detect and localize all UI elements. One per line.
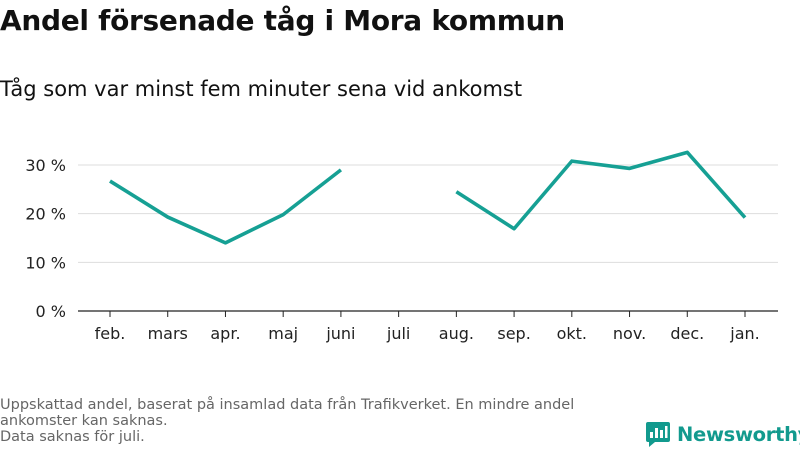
chart-subtitle: Tåg som var minst fem minuter sena vid a… xyxy=(0,77,523,101)
y-tick-label: 0 % xyxy=(36,302,66,321)
x-tick-label: juli xyxy=(386,324,410,343)
x-tick-label: aug. xyxy=(439,324,474,343)
footnote-line: ankomster kan saknas. xyxy=(0,413,168,429)
footnote: Uppskattad andel, baserat på insamlad da… xyxy=(0,397,640,445)
x-tick-label: apr. xyxy=(210,324,240,343)
x-tick-label: juni xyxy=(325,324,355,343)
x-tick-label: jan. xyxy=(729,324,759,343)
y-tick-label: 10 % xyxy=(25,253,66,272)
x-tick-label: nov. xyxy=(613,324,646,343)
x-tick-label: okt. xyxy=(557,324,587,343)
series-line xyxy=(455,150,747,231)
series-line xyxy=(109,168,343,245)
x-tick-label: mars xyxy=(148,324,188,343)
newsworthy-logo: Newsworthy xyxy=(645,419,800,449)
footnote-line: Uppskattad andel, baserat på insamlad da… xyxy=(0,397,575,413)
x-tick-label: feb. xyxy=(95,324,126,343)
x-tick-label: sep. xyxy=(497,324,530,343)
chart-title: Andel försenade tåg i Mora kommun xyxy=(0,4,565,37)
x-tick-label: maj xyxy=(268,324,298,343)
y-tick-label: 20 % xyxy=(25,205,66,224)
line-chart: 0 % 10 % 20 % 30 % feb. mars apr. maj juni juli a… xyxy=(25,150,778,343)
newsworthy-logo-text: Newsworthy xyxy=(677,422,800,446)
y-tick-label: 30 % xyxy=(25,156,66,175)
newsworthy-logo-icon xyxy=(646,422,670,447)
footnote-line: Data saknas för juli. xyxy=(0,429,145,445)
x-tick-label: dec. xyxy=(670,324,704,343)
